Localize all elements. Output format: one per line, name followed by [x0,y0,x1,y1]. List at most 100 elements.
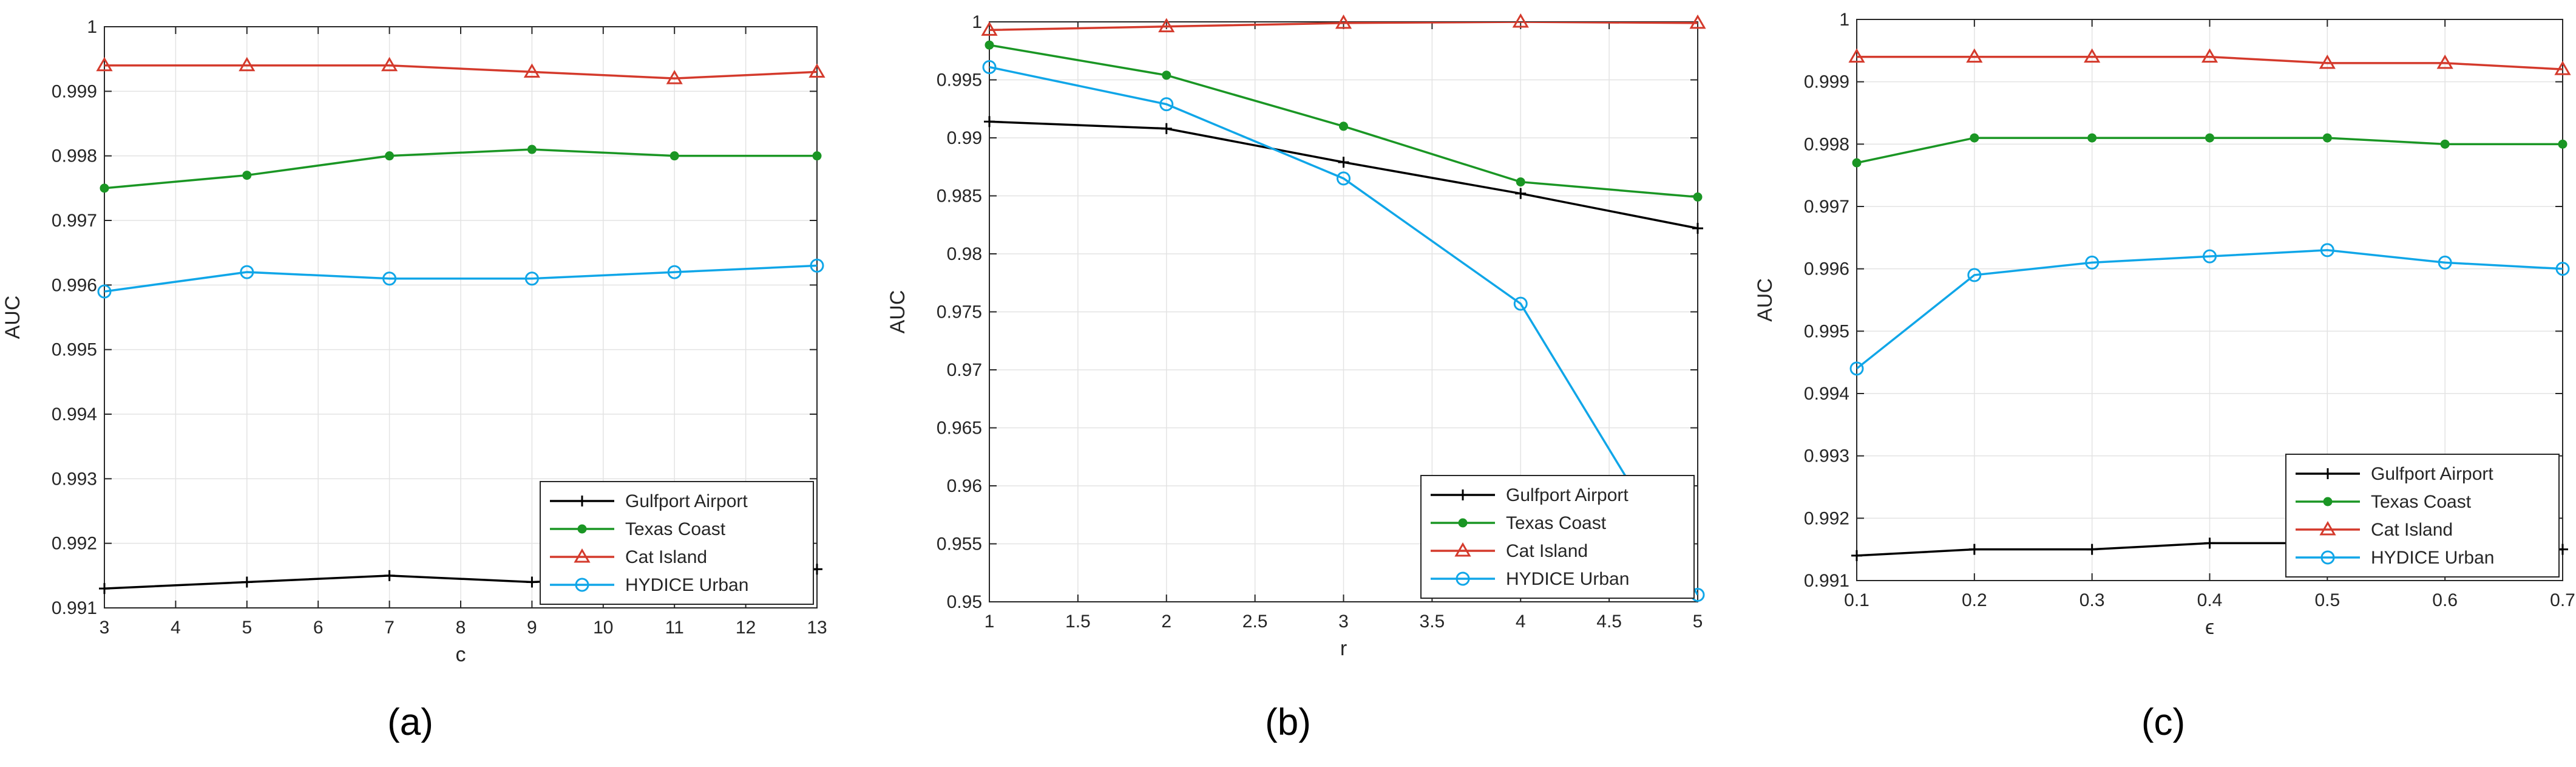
x-tick-label: 3 [1338,612,1349,632]
y-tick-label: 0.991 [1804,571,1849,591]
data-point-hydice-urban [667,265,682,279]
series-line-cat-island [104,64,817,80]
legend-marker-cat-island [1454,542,1471,557]
data-point-gulfport-airport [984,116,995,128]
data-point-hydice-urban [2438,255,2452,270]
y-tick-label: 0.998 [52,146,97,166]
data-point-cat-island [2201,48,2218,63]
legend-label-texas-coast: Texas Coast [1506,513,1607,533]
legend-marker-hydice-urban [575,578,589,592]
x-tick-label: 4 [1516,612,1526,632]
panel-label: (b) [1265,701,1311,743]
legend-marker-hydice-urban [2320,550,2335,565]
legend-label-gulfport-airport: Gulfport Airport [2371,464,2493,484]
data-point-cat-island [96,56,113,72]
data-point-texas-coast [1852,158,1862,168]
y-tick-label: 0.996 [52,275,97,295]
data-point-hydice-urban [97,284,112,299]
x-axis-label: r [1340,637,1347,660]
panel-c: 0.1 0.2 0.3 0.4 0.5 0.6 0.7 0.991 0.992 0.993 0.99… [1754,10,2575,743]
data-point-texas-coast [2440,139,2450,149]
y-tick-label: 0.995 [937,70,982,90]
x-tick-label: 0.3 [2079,590,2105,610]
legend-marker-gulfport-airport [2322,468,2333,479]
y-tick-label: 0.992 [1804,508,1849,528]
x-tick-label: 4 [171,618,181,638]
y-tick-label: 0.996 [1804,259,1849,279]
legend-marker-cat-island [2319,521,2336,536]
series-line-hydice-urban [989,66,1698,596]
x-tick-label: 0.4 [2197,590,2223,610]
panel-b: 1 1.5 2 2.5 3 3.5 4 4.5 5 0.95 0.955 0.96 0.965 0.97 0… [886,12,1706,743]
data-point-hydice-urban [382,271,397,286]
data-point-cat-island [381,56,398,72]
data-point-texas-coast [385,151,395,161]
series-line-hydice-urban [104,264,817,293]
data-point-gulfport-airport [1338,157,1349,168]
y-tick-label: 0.991 [52,598,97,618]
data-point-texas-coast [812,151,822,161]
x-axis-label: c [456,643,466,666]
y-axis-label: AUC [1,296,24,339]
data-point-cat-island [981,21,998,36]
y-tick-label: 0.98 [947,244,982,264]
x-tick-label: 7 [384,618,395,638]
data-point-cat-island [666,70,683,84]
series-lines [989,22,1698,596]
series-line-cat-island [989,22,1698,32]
data-point-hydice-urban [240,265,254,279]
data-point-gulfport-airport [2086,544,2098,555]
data-point-hydice-urban [2203,249,2217,264]
legend-label-cat-island: Cat Island [2371,520,2453,540]
data-point-gulfport-airport [1692,222,1703,234]
data-point-gulfport-airport [241,576,253,588]
x-axis-label: ϵ [2205,616,2214,639]
legend-label-hydice-urban: HYDICE Urban [2371,548,2494,568]
y-tick-label: 0.994 [52,404,97,424]
x-tick-label: 5 [1693,612,1703,632]
data-point-hydice-urban [1337,171,1351,186]
data-point-texas-coast [527,145,537,154]
data-point-gulfport-airport [1851,550,1862,561]
data-point-hydice-urban [2085,255,2100,270]
legend-marker-gulfport-airport [577,496,588,506]
data-point-hydice-urban [1513,296,1528,311]
legend-label-gulfport-airport: Gulfport Airport [625,491,748,511]
legend-label-texas-coast: Texas Coast [2371,492,2472,512]
y-axis-label: AUC [886,290,909,334]
y-tick-label: 0.999 [1804,72,1849,92]
data-point-texas-coast [2087,133,2097,143]
data-point-cat-island [808,63,825,78]
y-tick-label: 0.95 [947,592,982,612]
legend-label-texas-coast: Texas Coast [625,519,726,539]
data-point-hydice-urban [1849,361,1864,376]
data-point-gulfport-airport [2204,537,2215,549]
series-line-cat-island [1857,55,2563,70]
y-tick-label: 0.975 [937,302,982,322]
y-tick-label: 0.997 [1804,197,1849,217]
series-line-texas-coast [104,148,817,189]
data-point-texas-coast [1162,70,1171,80]
data-point-texas-coast [100,183,109,193]
panel-a: 3 4 5 6 7 8 9 10 11 12 13 0.991 0.992 0.993 0.994 0.995… [1,17,827,743]
data-point-cat-island [1966,48,1983,63]
x-tick-label: 9 [527,618,537,638]
panel-label: (c) [2141,701,2185,743]
y-tick-label: 0.997 [52,211,97,231]
y-tick-label: 0.993 [52,469,97,489]
x-tick-label: 0.2 [1962,590,1987,610]
series-line-hydice-urban [1857,249,2563,370]
y-tick-label: 0.998 [1804,134,1849,154]
x-tick-label: 12 [736,618,756,638]
x-tick-label: 3.5 [1420,612,1445,632]
legend-label-cat-island: Cat Island [1506,541,1588,561]
legend: Gulfport Airport Texas Coast Cat Island HYD… [540,481,814,605]
data-point-cat-island [2319,54,2336,69]
data-point-texas-coast [1339,121,1348,131]
legend-marker-hydice-urban [1456,571,1470,586]
data-point-gulfport-airport [1161,123,1172,134]
y-tick-label: 0.999 [52,81,97,101]
data-point-texas-coast [242,171,252,180]
legend-marker-texas-coast [1458,518,1468,528]
x-tick-label: 0.7 [2550,590,2575,610]
